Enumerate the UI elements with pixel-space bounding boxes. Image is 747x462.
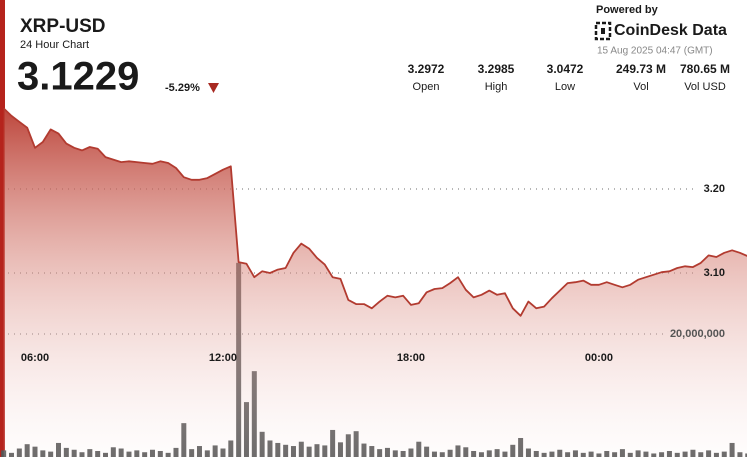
stat-label: Vol (633, 81, 648, 93)
stat-label: High (485, 81, 508, 93)
x-tick-label: 18:00 (397, 352, 425, 364)
price-change: -5.29% (165, 82, 200, 94)
y-tick-label: 3.10 (704, 267, 725, 279)
accent-stripe (0, 0, 5, 457)
x-tick-label: 12:00 (209, 352, 237, 364)
stats: 3.2972 Open 3.2985 High 3.0472 Low 249.73 M Vol… (408, 62, 730, 93)
stat-value: 249.73 M (616, 62, 666, 76)
brand-logo (594, 21, 612, 41)
stat-label: Low (555, 81, 575, 93)
plot-area (1, 107, 747, 458)
chart-title: XRP-USD (20, 16, 106, 37)
price-area (3, 108, 747, 457)
stat-value: 3.2972 (408, 62, 445, 76)
down-arrow (208, 83, 219, 93)
stat-label: Vol USD (684, 81, 726, 93)
stat-value: 3.0472 (547, 62, 584, 76)
x-tick-label: 00:00 (585, 352, 613, 364)
stat-value: 780.65 M (680, 62, 730, 76)
y-tick-label: 3.20 (704, 183, 725, 195)
volume-bar (1, 450, 7, 458)
powered-by: Powered by (596, 4, 659, 16)
y2-tick-label: 20,000,000 (670, 328, 725, 340)
x-tick-label: 06:00 (21, 352, 49, 364)
current-price: 3.1229 (17, 55, 139, 99)
price-line (3, 107, 747, 317)
brand-name: CoinDesk Data (614, 22, 727, 39)
timestamp: 15 Aug 2025 04:47 (GMT) (597, 46, 713, 57)
stat-label: Open (413, 81, 440, 93)
stat-value: 3.2985 (478, 62, 515, 76)
chart-subtitle: 24 Hour Chart (20, 39, 89, 51)
